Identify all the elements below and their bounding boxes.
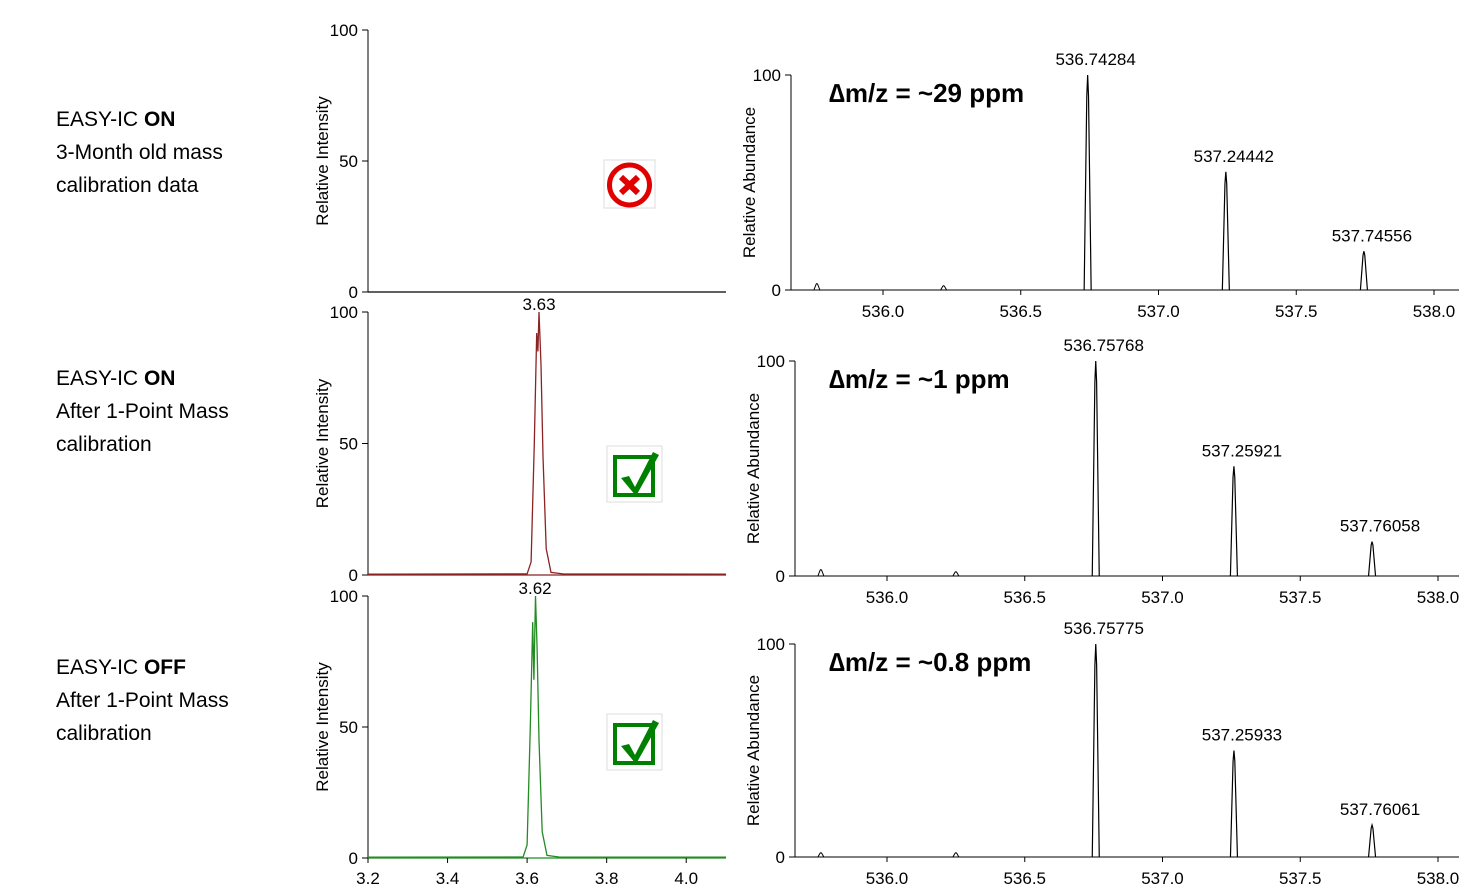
chromatogram-y-label: Relative Intensity xyxy=(313,96,332,226)
x-tick-label: 536.0 xyxy=(866,869,909,888)
x-tick-label: 536.0 xyxy=(862,302,905,321)
y-tick-label: 0 xyxy=(776,848,785,867)
spectrum-minor-peak xyxy=(952,852,960,858)
row-1-label-line1: EASY-IC ON xyxy=(56,108,176,131)
x-tick-label: 538.0 xyxy=(1417,588,1459,607)
y-tick-label: 0 xyxy=(349,566,358,585)
x-tick-label: 536.5 xyxy=(1003,869,1046,888)
x-tick-label: 537.0 xyxy=(1137,302,1180,321)
mass-spectrum-3: 0 100 Relative Abundance 536.0 536.5 537.0 537… xyxy=(744,619,1459,888)
row-2-label-line2: After 1-Point Mass xyxy=(56,400,229,423)
x-tick-label: 3.4 xyxy=(436,869,460,888)
checkbox-check-icon xyxy=(606,445,663,503)
spectrum-peak-label: 537.76061 xyxy=(1340,800,1420,819)
spectrum-peak-label: 537.25933 xyxy=(1202,726,1282,745)
spectrum-peak-label: 537.24442 xyxy=(1194,147,1274,166)
x-tick-label: 536.0 xyxy=(866,588,909,607)
chromatogram-1: 0 50 100 Relative Intensity xyxy=(313,21,726,302)
spectrum-minor-peak xyxy=(817,568,825,577)
spectrum-peak xyxy=(1091,643,1100,858)
y-tick-label: 50 xyxy=(339,152,358,171)
row-1-label-line3: calibration data xyxy=(56,174,199,197)
mass-spectrum-1: 0 100 Relative Abundance 536.0 536.5 537.0 537… xyxy=(740,50,1459,321)
y-tick-label: 100 xyxy=(757,352,785,371)
row-2-label-line1: EASY-IC ON xyxy=(56,367,176,390)
spectrum-peak xyxy=(1221,171,1230,291)
x-tick-label: 3.6 xyxy=(515,869,539,888)
spectrum-peak-label: 536.74284 xyxy=(1055,50,1135,69)
row-3-label-line2: After 1-Point Mass xyxy=(56,689,229,712)
spectrum-minor-peak xyxy=(813,282,821,291)
spectrum-minor-peak xyxy=(952,571,960,577)
spectrum-y-label: Relative Abundance xyxy=(740,107,759,258)
spectrum-peak-label: 536.75768 xyxy=(1064,336,1144,355)
spectrum-peak xyxy=(1091,360,1100,577)
x-tick-label: 537.0 xyxy=(1141,588,1184,607)
spectrum-minor-peak xyxy=(940,285,948,291)
x-tick-label: 536.5 xyxy=(1003,588,1046,607)
spectrum-peak-label: 537.25921 xyxy=(1202,441,1282,460)
row-3-label-line3: calibration xyxy=(56,722,152,745)
spectrum-y-label: Relative Abundance xyxy=(744,393,763,544)
row-2-label: EASY-IC ON After 1-Point Mass calibratio… xyxy=(56,362,229,461)
y-tick-label: 100 xyxy=(753,66,781,85)
mass-error-annotation: ∆m/z = ~1 ppm xyxy=(829,364,1010,394)
y-tick-label: 0 xyxy=(349,849,358,868)
chromatogram-2: 0 50 100 Relative Intensity 3.63 xyxy=(313,295,727,585)
row-1-label: EASY-IC ON 3-Month old mass calibration … xyxy=(56,103,223,202)
chromatogram-peak-trace xyxy=(367,311,727,575)
chromatogram-3: 0 50 100 Relative Intensity 3.2 3.4 3.6 3.8 4.0 3… xyxy=(313,579,727,888)
x-tick-label: 3.8 xyxy=(595,869,619,888)
x-tick-label: 3.2 xyxy=(356,869,380,888)
row-3-label: EASY-IC OFF After 1-Point Mass calibrati… xyxy=(56,651,229,750)
y-tick-label: 100 xyxy=(330,21,358,40)
x-tick-label: 537.5 xyxy=(1279,588,1322,607)
y-tick-label: 0 xyxy=(776,567,785,586)
y-tick-label: 50 xyxy=(339,718,358,737)
y-tick-label: 100 xyxy=(330,303,358,322)
row-3-label-line1: EASY-IC OFF xyxy=(56,656,186,679)
spectrum-peak-label: 536.75775 xyxy=(1064,619,1144,638)
y-tick-label: 100 xyxy=(757,635,785,654)
x-tick-label: 537.5 xyxy=(1275,302,1318,321)
x-tick-label: 538.0 xyxy=(1417,869,1459,888)
x-tick-label: 536.5 xyxy=(999,302,1042,321)
mass-error-annotation: ∆m/z = ~29 ppm xyxy=(829,78,1024,108)
spectrum-peak xyxy=(1359,251,1368,291)
spectrum-peak-label: 537.76058 xyxy=(1340,517,1420,536)
spectrum-y-label: Relative Abundance xyxy=(744,675,763,826)
error-x-icon xyxy=(603,159,656,209)
spectrum-minor-peak xyxy=(817,852,825,858)
row-2-label-line3: calibration xyxy=(56,433,152,456)
y-tick-label: 100 xyxy=(330,587,358,606)
spectrum-peak xyxy=(1367,541,1377,577)
mass-spectrum-2: 0 100 Relative Abundance 536.0 536.5 537.0 537… xyxy=(744,336,1459,607)
mass-error-annotation: ∆m/z = ~0.8 ppm xyxy=(829,647,1031,677)
x-tick-label: 4.0 xyxy=(674,869,698,888)
x-tick-label: 538.0 xyxy=(1413,302,1456,321)
spectrum-peak xyxy=(1367,822,1377,858)
checkbox-check-icon xyxy=(606,713,663,771)
y-tick-label: 0 xyxy=(772,281,781,300)
spectrum-peak-label: 537.74556 xyxy=(1332,226,1412,245)
y-tick-label: 50 xyxy=(339,435,358,454)
spectrum-peak xyxy=(1229,750,1239,858)
chromatogram-y-label: Relative Intensity xyxy=(313,662,332,792)
chromatogram-apex-label: 3.62 xyxy=(519,579,552,598)
chromatogram-peak-trace xyxy=(367,595,727,858)
y-tick-label: 0 xyxy=(349,283,358,302)
chromatogram-apex-label: 3.63 xyxy=(522,295,555,314)
spectrum-peak xyxy=(1083,74,1092,291)
x-tick-label: 537.5 xyxy=(1279,869,1322,888)
spectrum-peak xyxy=(1229,466,1239,577)
row-1-label-line2: 3-Month old mass xyxy=(56,141,223,164)
x-tick-label: 537.0 xyxy=(1141,869,1184,888)
chromatogram-y-label: Relative Intensity xyxy=(313,378,332,508)
